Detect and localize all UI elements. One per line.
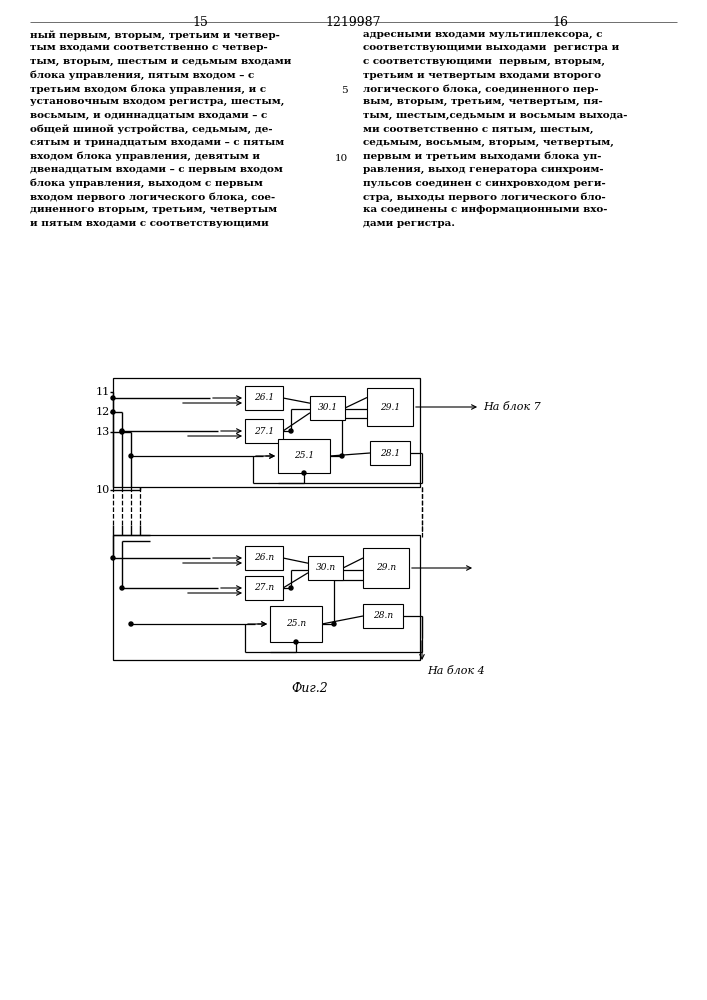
Text: третьим и четвертым входами второго: третьим и четвертым входами второго — [363, 70, 601, 80]
Circle shape — [340, 454, 344, 458]
Circle shape — [289, 586, 293, 590]
Text: 26.1: 26.1 — [254, 393, 274, 402]
Circle shape — [332, 622, 336, 626]
Circle shape — [120, 430, 124, 434]
Circle shape — [120, 429, 124, 433]
Text: ми соответственно с пятым, шестым,: ми соответственно с пятым, шестым, — [363, 124, 593, 133]
Text: установочным входом регистра, шестым,: установочным входом регистра, шестым, — [30, 98, 284, 106]
Bar — [310, 396, 345, 420]
Text: 27.п: 27.п — [254, 584, 274, 592]
Text: тым, вторым, шестым и седьмым входами: тым, вторым, шестым и седьмым входами — [30, 57, 291, 66]
Text: 12: 12 — [95, 407, 110, 417]
Text: равления, выход генератора синхроим-: равления, выход генератора синхроим- — [363, 165, 604, 174]
Bar — [308, 556, 343, 580]
Text: общей шиной устройства, седьмым, де-: общей шиной устройства, седьмым, де- — [30, 124, 273, 134]
Text: диненного вторым, третьим, четвертым: диненного вторым, третьим, четвертым — [30, 206, 277, 215]
Text: двенадцатым входами – с первым входом: двенадцатым входами – с первым входом — [30, 165, 283, 174]
Circle shape — [111, 396, 115, 400]
Text: 11: 11 — [95, 387, 110, 397]
Circle shape — [129, 454, 133, 458]
Text: 10: 10 — [334, 154, 348, 163]
Text: седьмым, восьмым, вторым, четвертым,: седьмым, восьмым, вторым, четвертым, — [363, 138, 614, 147]
Text: Фиг.2: Фиг.2 — [291, 682, 328, 695]
Text: логического блока, соединенного пер-: логического блока, соединенного пер- — [363, 84, 599, 94]
Text: 5: 5 — [341, 86, 348, 95]
Bar — [367, 388, 413, 426]
Bar — [363, 548, 409, 588]
Text: 25.1: 25.1 — [294, 452, 314, 460]
Text: 13: 13 — [95, 427, 110, 437]
Bar — [113, 378, 420, 487]
Text: стра, выходы первого логического бло-: стра, выходы первого логического бло- — [363, 192, 606, 202]
Text: 27.1: 27.1 — [254, 426, 274, 436]
Text: третьим входом блока управления, и с: третьим входом блока управления, и с — [30, 84, 266, 94]
Text: пульсов соединен с синхровходом реги-: пульсов соединен с синхровходом реги- — [363, 178, 606, 188]
Circle shape — [302, 471, 306, 475]
Text: 10: 10 — [95, 485, 110, 495]
Text: первым и третьим выходами блока уп-: первым и третьим выходами блока уп- — [363, 151, 602, 161]
Bar — [370, 441, 410, 465]
Text: На блок 7: На блок 7 — [483, 402, 541, 412]
Bar — [113, 535, 420, 660]
Text: сятым и тринадцатым входами – с пятым: сятым и тринадцатым входами – с пятым — [30, 138, 284, 147]
Text: вым, вторым, третьим, четвертым, пя-: вым, вторым, третьим, четвертым, пя- — [363, 98, 603, 106]
Text: адресными входами мультиплексора, с: адресными входами мультиплексора, с — [363, 30, 602, 39]
Text: дами регистра.: дами регистра. — [363, 219, 455, 228]
Text: 29.п: 29.п — [376, 564, 396, 572]
Text: 28.1: 28.1 — [380, 448, 400, 458]
Text: 25.п: 25.п — [286, 619, 306, 629]
Text: 1219987: 1219987 — [325, 16, 381, 29]
Text: с соответствующими  первым, вторым,: с соответствующими первым, вторым, — [363, 57, 605, 66]
Text: На блок 4: На блок 4 — [427, 666, 485, 676]
Bar — [245, 576, 283, 600]
Bar — [363, 604, 403, 628]
Circle shape — [294, 640, 298, 644]
Text: 28.п: 28.п — [373, 611, 393, 620]
Text: и пятым входами с соответствующими: и пятым входами с соответствующими — [30, 219, 269, 228]
Text: входом блока управления, девятым и: входом блока управления, девятым и — [30, 151, 260, 161]
Text: 29.1: 29.1 — [380, 402, 400, 412]
Text: 26.п: 26.п — [254, 554, 274, 562]
Bar — [245, 419, 283, 443]
Bar — [245, 386, 283, 410]
Text: блока управления, выходом с первым: блока управления, выходом с первым — [30, 178, 263, 188]
Text: входом первого логического блока, сое-: входом первого логического блока, сое- — [30, 192, 275, 202]
Circle shape — [111, 556, 115, 560]
Text: тым входами соответственно с четвер-: тым входами соответственно с четвер- — [30, 43, 268, 52]
Text: 30.п: 30.п — [315, 564, 336, 572]
Text: соответствующими выходами  регистра и: соответствующими выходами регистра и — [363, 43, 619, 52]
Text: ный первым, вторым, третьим и четвер-: ный первым, вторым, третьим и четвер- — [30, 30, 280, 40]
Bar — [270, 606, 322, 642]
Circle shape — [129, 622, 133, 626]
Text: тым, шестым,седьмым и восьмым выхода-: тым, шестым,седьмым и восьмым выхода- — [363, 111, 628, 120]
Circle shape — [111, 410, 115, 414]
Circle shape — [120, 586, 124, 590]
Text: 15: 15 — [192, 16, 208, 29]
Text: блока управления, пятым входом – с: блока управления, пятым входом – с — [30, 70, 255, 80]
Text: 30.1: 30.1 — [317, 403, 337, 412]
Bar — [245, 546, 283, 570]
Circle shape — [289, 429, 293, 433]
Text: 16: 16 — [552, 16, 568, 29]
Bar — [278, 439, 330, 473]
Text: восьмым, и одиннадцатым входами – с: восьмым, и одиннадцатым входами – с — [30, 111, 267, 120]
Text: ка соединены с информационными вхо-: ка соединены с информационными вхо- — [363, 206, 607, 215]
